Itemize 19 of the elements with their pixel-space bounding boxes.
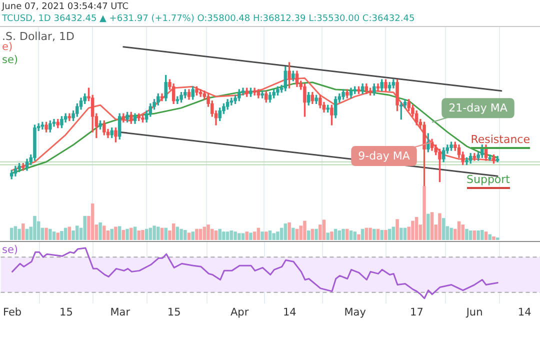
annotation: Support (466, 173, 510, 189)
x-tick-label: Feb (3, 306, 22, 318)
text: se) (2, 54, 18, 67)
x-tick-label: 17 (410, 306, 424, 318)
series-label: se) (2, 244, 18, 257)
text: .S. Dollar, 1D (2, 30, 75, 43)
x-tick-label: Jun (465, 306, 483, 318)
chart-subtitle: TCUSD, 1D 36432.45 ▲ +631.97 (+1.77%) O:35800.48 H:36812.39 L:35530.00 C:36432.45 (2, 14, 415, 24)
x-tick-label: 15 (60, 306, 73, 318)
text: e) (2, 41, 14, 54)
x-tick-label: Apr (230, 306, 250, 318)
x-tick-label: Mar (110, 306, 131, 318)
chart-title: June 07, 2021 03:54:47 UTC (2, 2, 129, 12)
x-tick-label: May (344, 306, 366, 318)
x-tick-label: 14 (282, 306, 297, 318)
x-tick-label: 15 (167, 306, 181, 318)
annotation: 21-day MA (448, 102, 508, 114)
x-tick-label: 14 (518, 306, 532, 318)
annotation: Resistance (470, 133, 530, 149)
